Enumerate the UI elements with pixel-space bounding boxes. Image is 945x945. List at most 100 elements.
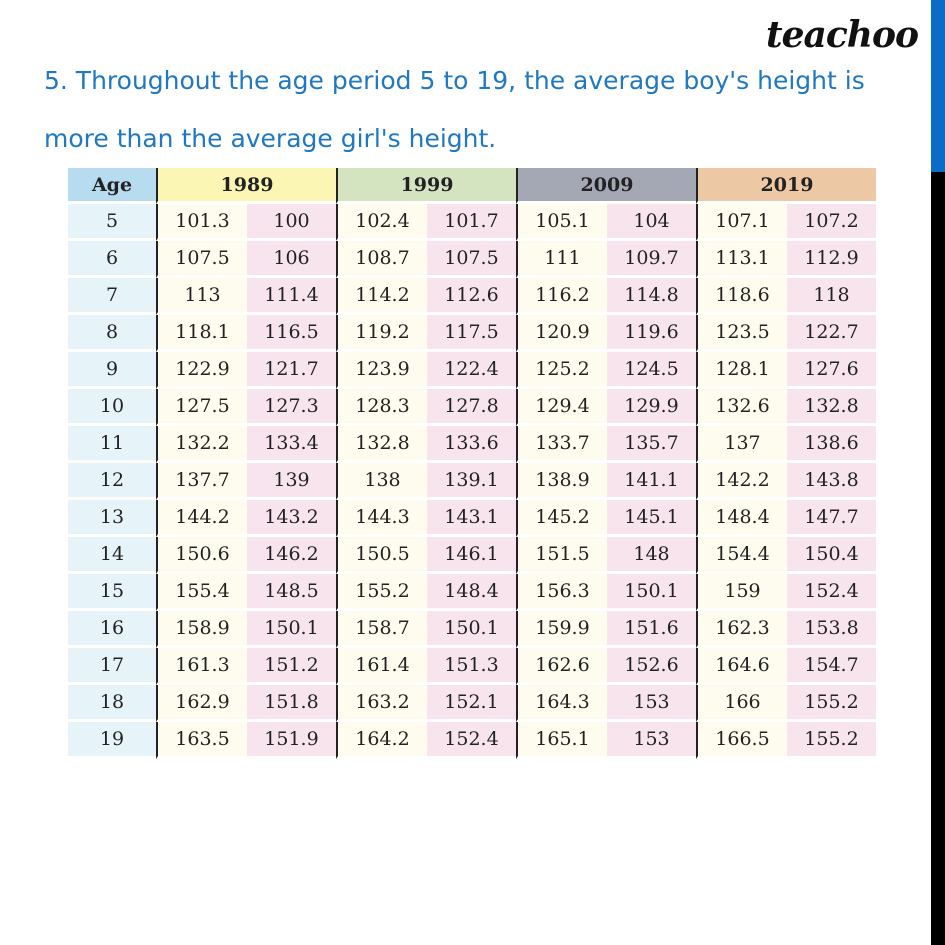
boy-height-cell: 138.9: [516, 463, 607, 500]
girl-height-cell: 117.5: [427, 315, 516, 352]
girl-height-cell: 151.8: [247, 685, 336, 722]
girl-height-cell: 151.6: [607, 611, 696, 648]
girl-height-cell: 135.7: [607, 426, 696, 463]
boy-height-cell: 123.9: [336, 352, 427, 389]
boy-height-cell: 128.1: [696, 352, 787, 389]
boy-height-cell: 123.5: [696, 315, 787, 352]
boy-height-cell: 113.1: [696, 241, 787, 278]
table-row: 14 150.6 146.2 150.5 146.1 151.5 148 154.4 150.4: [68, 537, 876, 574]
age-cell: 6: [68, 241, 156, 278]
table-row: 7 113 111.4 114.2 112.6 116.2 114.8 118.6 118: [68, 278, 876, 315]
girl-height-cell: 107.5: [427, 241, 516, 278]
girl-height-cell: 155.2: [787, 685, 876, 722]
boy-height-cell: 107.1: [696, 204, 787, 241]
boy-height-cell: 155.2: [336, 574, 427, 611]
girl-height-cell: 132.8: [787, 389, 876, 426]
boy-height-cell: 142.2: [696, 463, 787, 500]
boy-height-cell: 129.4: [516, 389, 607, 426]
boy-height-cell: 159: [696, 574, 787, 611]
teachoo-logo: teachoo: [766, 14, 919, 56]
boy-height-cell: 158.9: [156, 611, 247, 648]
girl-height-cell: 112.9: [787, 241, 876, 278]
boy-height-cell: 132.2: [156, 426, 247, 463]
girl-height-cell: 119.6: [607, 315, 696, 352]
girl-height-cell: 138.6: [787, 426, 876, 463]
girl-height-cell: 143.8: [787, 463, 876, 500]
age-cell: 14: [68, 537, 156, 574]
girl-height-cell: 107.2: [787, 204, 876, 241]
girl-height-cell: 101.7: [427, 204, 516, 241]
year-header-1999: 1999: [336, 168, 516, 204]
age-cell: 17: [68, 648, 156, 685]
girl-height-cell: 121.7: [247, 352, 336, 389]
age-header: Age: [68, 168, 156, 204]
side-bar: [931, 172, 945, 945]
girl-height-cell: 153: [607, 722, 696, 759]
girl-height-cell: 154.7: [787, 648, 876, 685]
boy-height-cell: 137.7: [156, 463, 247, 500]
girl-height-cell: 116.5: [247, 315, 336, 352]
boy-height-cell: 163.2: [336, 685, 427, 722]
girl-height-cell: 133.6: [427, 426, 516, 463]
header-row: Age 1989 1999 2009 2019: [68, 168, 876, 204]
girl-height-cell: 139.1: [427, 463, 516, 500]
girl-height-cell: 114.8: [607, 278, 696, 315]
boy-height-cell: 118.1: [156, 315, 247, 352]
boy-height-cell: 166.5: [696, 722, 787, 759]
girl-height-cell: 129.9: [607, 389, 696, 426]
boy-height-cell: 118.6: [696, 278, 787, 315]
girl-height-cell: 150.1: [247, 611, 336, 648]
age-cell: 8: [68, 315, 156, 352]
boy-height-cell: 162.6: [516, 648, 607, 685]
girl-height-cell: 143.2: [247, 500, 336, 537]
boy-height-cell: 158.7: [336, 611, 427, 648]
year-header-2009: 2009: [516, 168, 696, 204]
girl-height-cell: 141.1: [607, 463, 696, 500]
year-header-2019: 2019: [696, 168, 876, 204]
age-cell: 13: [68, 500, 156, 537]
boy-height-cell: 127.5: [156, 389, 247, 426]
girl-height-cell: 124.5: [607, 352, 696, 389]
girl-height-cell: 150.4: [787, 537, 876, 574]
boy-height-cell: 161.3: [156, 648, 247, 685]
boy-height-cell: 162.3: [696, 611, 787, 648]
boy-height-cell: 145.2: [516, 500, 607, 537]
age-cell: 10: [68, 389, 156, 426]
girl-height-cell: 104: [607, 204, 696, 241]
boy-height-cell: 161.4: [336, 648, 427, 685]
girl-height-cell: 118: [787, 278, 876, 315]
boy-height-cell: 125.2: [516, 352, 607, 389]
boy-height-cell: 165.1: [516, 722, 607, 759]
boy-height-cell: 148.4: [696, 500, 787, 537]
table-row: 10 127.5 127.3 128.3 127.8 129.4 129.9 132.6 132…: [68, 389, 876, 426]
height-table: Age 1989 1999 2009 2019 5 101.3 100 102.4 10…: [68, 168, 876, 759]
table-row: 11 132.2 133.4 132.8 133.6 133.7 135.7 137 138.6: [68, 426, 876, 463]
girl-height-cell: 151.3: [427, 648, 516, 685]
girl-height-cell: 146.2: [247, 537, 336, 574]
boy-height-cell: 108.7: [336, 241, 427, 278]
boy-height-cell: 113: [156, 278, 247, 315]
boy-height-cell: 138: [336, 463, 427, 500]
table-row: 16 158.9 150.1 158.7 150.1 159.9 151.6 162.3 153…: [68, 611, 876, 648]
boy-height-cell: 105.1: [516, 204, 607, 241]
girl-height-cell: 151.2: [247, 648, 336, 685]
girl-height-cell: 152.6: [607, 648, 696, 685]
boy-height-cell: 133.7: [516, 426, 607, 463]
statement-text: 5. Throughout the age period 5 to 19, th…: [44, 66, 865, 153]
girl-height-cell: 139: [247, 463, 336, 500]
table-row: 17 161.3 151.2 161.4 151.3 162.6 152.6 164.6 154…: [68, 648, 876, 685]
table-row: 9 122.9 121.7 123.9 122.4 125.2 124.5 128.1 127.…: [68, 352, 876, 389]
girl-height-cell: 146.1: [427, 537, 516, 574]
girl-height-cell: 143.1: [427, 500, 516, 537]
boy-height-cell: 154.4: [696, 537, 787, 574]
girl-height-cell: 106: [247, 241, 336, 278]
boy-height-cell: 144.2: [156, 500, 247, 537]
age-cell: 9: [68, 352, 156, 389]
girl-height-cell: 122.7: [787, 315, 876, 352]
boy-height-cell: 132.8: [336, 426, 427, 463]
table-row: 15 155.4 148.5 155.2 148.4 156.3 150.1 159 152.4: [68, 574, 876, 611]
girl-height-cell: 152.1: [427, 685, 516, 722]
age-cell: 18: [68, 685, 156, 722]
girl-height-cell: 109.7: [607, 241, 696, 278]
year-header-1989: 1989: [156, 168, 336, 204]
